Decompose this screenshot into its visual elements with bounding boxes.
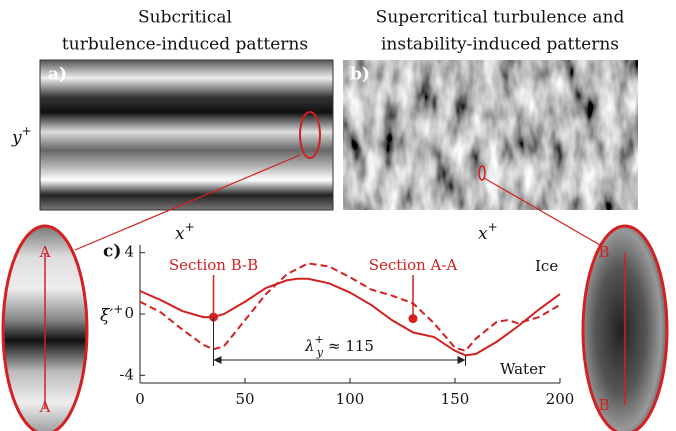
y-tick-label: 0: [124, 304, 134, 322]
zoom-right-frame: [581, 224, 669, 431]
y-tick-label: 4: [124, 243, 134, 261]
rest: ≈ 115: [328, 337, 374, 355]
panel-title: instability-induced patterns: [381, 35, 619, 55]
y-axis-label: ξ′+: [100, 302, 123, 326]
point-label: Section A-A: [369, 256, 458, 274]
panel-title: Supercritical turbulence and: [376, 8, 625, 28]
x-tick-label: 200: [546, 390, 575, 408]
series-line: [139, 262, 561, 352]
symbol: λ: [304, 337, 315, 355]
annotation: Ice: [535, 257, 558, 275]
section-point: [408, 314, 418, 324]
panel-title: Subcritical: [138, 8, 232, 28]
arrowhead: [213, 356, 222, 364]
selection-a: [299, 111, 321, 159]
x-tick-label: 150: [441, 390, 470, 408]
panel-label: b): [350, 65, 370, 85]
x-tick-label: 0: [135, 390, 145, 408]
x-tick-label: 50: [235, 390, 254, 408]
wavelength-label: λ+ y ≈ 115: [304, 333, 374, 359]
annotation: Water: [500, 360, 546, 378]
connector: [483, 177, 601, 246]
arrowhead: [457, 356, 466, 364]
connector: [74, 154, 301, 251]
y-tick-label: -4: [119, 365, 134, 383]
zoom-label: A: [39, 398, 51, 416]
sub: y: [316, 346, 324, 359]
panel-title: turbulence-induced patterns: [62, 35, 308, 55]
sup: +: [315, 333, 324, 346]
panel-a-image: [39, 59, 334, 211]
selection-b: [478, 165, 486, 181]
panel-b-image: [342, 59, 639, 211]
panel-label: c): [103, 242, 121, 262]
zoom-label: B: [598, 396, 609, 414]
point-label: Section B-B: [169, 256, 258, 274]
panel-label: a): [48, 65, 67, 85]
x-tick-label: 100: [336, 390, 365, 408]
zoom-left-frame: [1, 224, 89, 431]
axis-label: x+: [175, 220, 195, 244]
zoom-label: B: [598, 243, 609, 261]
zoom-label: A: [39, 243, 51, 261]
axis-label: x+: [478, 220, 498, 244]
axis-label: y+: [11, 124, 32, 148]
